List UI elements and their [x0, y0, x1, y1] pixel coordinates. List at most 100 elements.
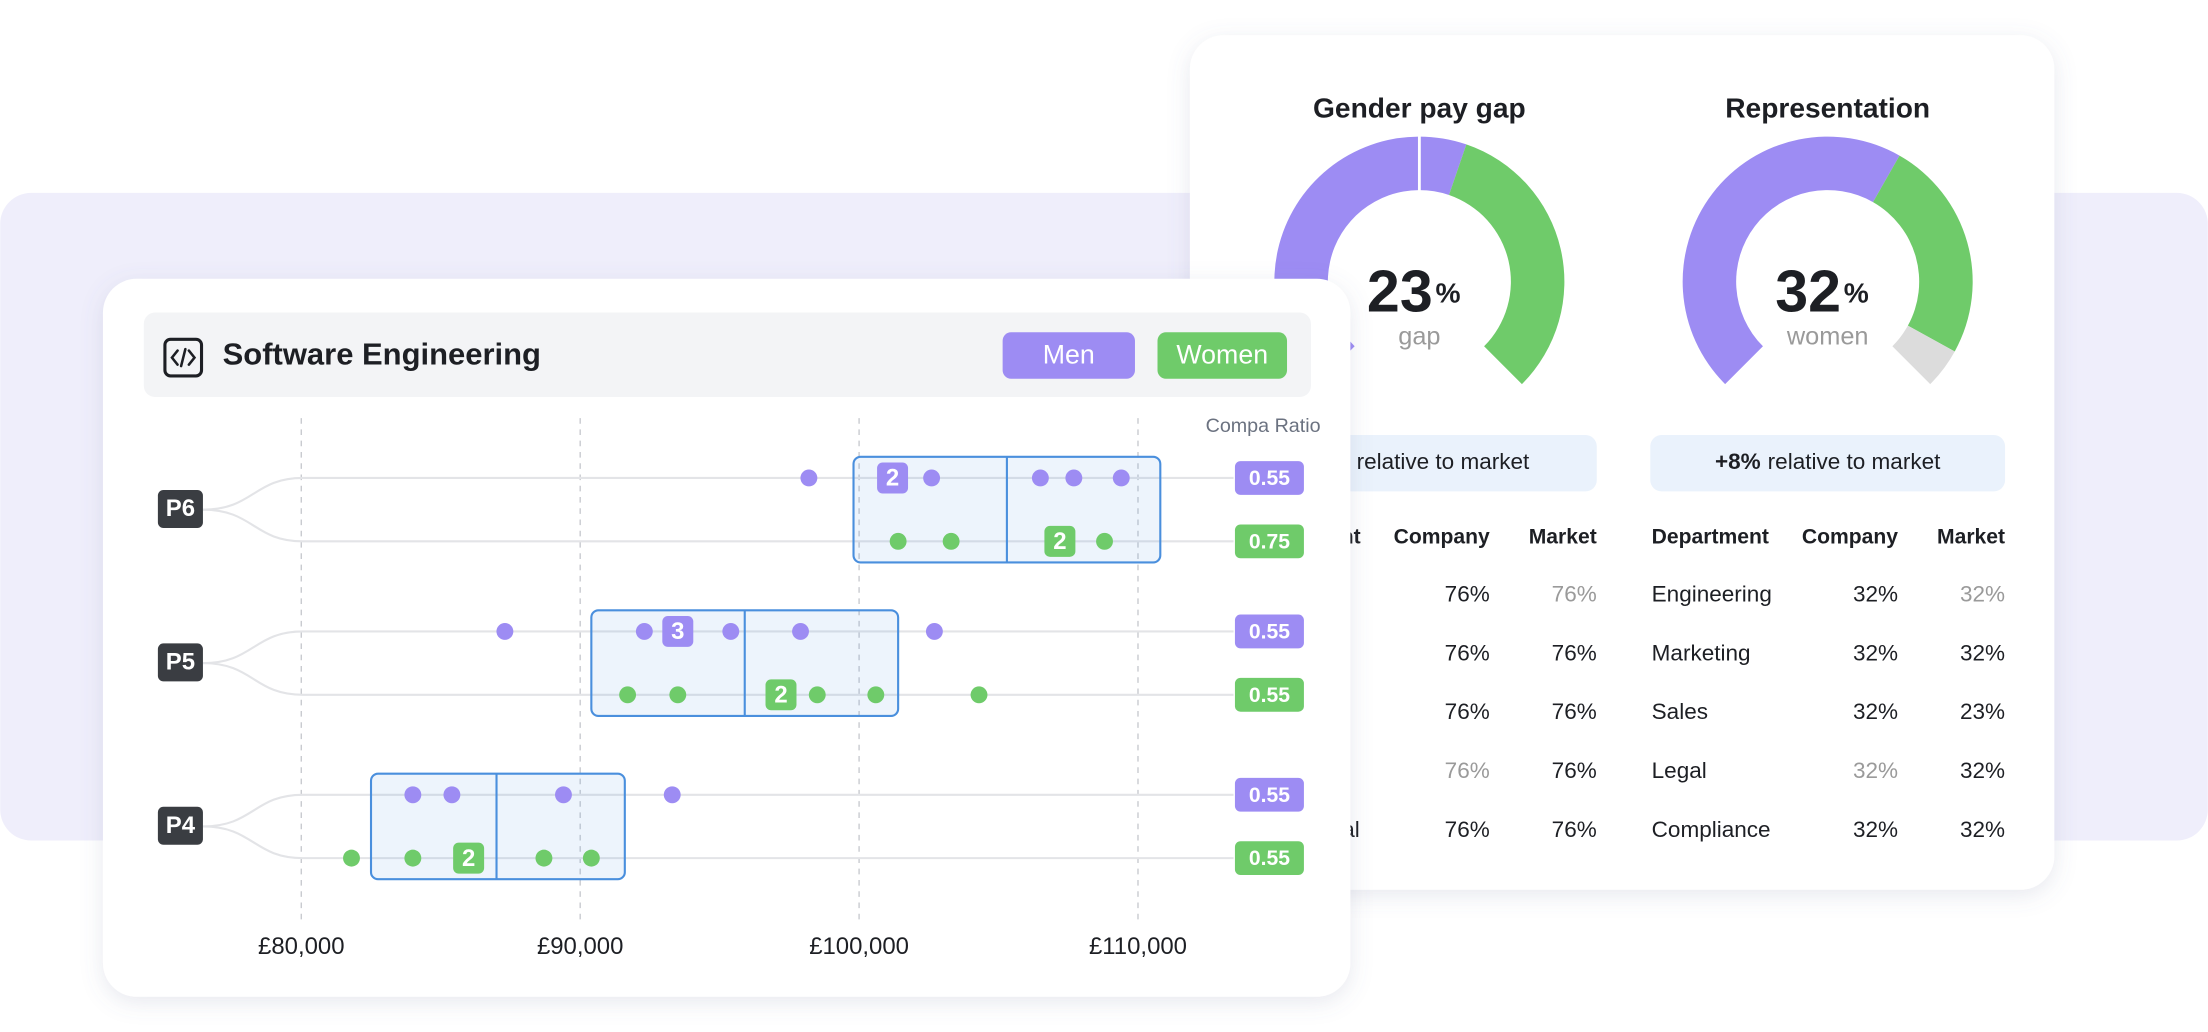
compa-ratio: 0.55 [1249, 684, 1290, 707]
note-pill [1650, 435, 2006, 492]
table-cell: 76% [1552, 817, 1597, 842]
table-cell: Compliance [1652, 817, 1771, 842]
compa-ratio-title: Compa Ratio [1206, 415, 1321, 437]
bracket [202, 793, 1234, 828]
women-cluster [765, 679, 797, 711]
table-cell: 76% [1445, 699, 1490, 724]
pay-chart-card: Software Engineering Men Women Compa Ratio… [102, 278, 1351, 997]
level-badge [157, 489, 203, 528]
gauge-number: 32 [1775, 257, 1841, 324]
men-point [404, 786, 422, 804]
men-point [925, 623, 943, 640]
cluster-count: 2 [886, 465, 899, 492]
legend-button[interactable]: Men [1002, 332, 1135, 379]
level-label: P6 [166, 495, 195, 522]
level-row: P5 3 0.55 2 0.55 [157, 609, 1304, 717]
men-point [923, 469, 941, 487]
table-header: Company [1802, 525, 1898, 548]
note-highlight: +8% [1715, 449, 1761, 474]
table-cell: 32% [1960, 640, 2005, 665]
table-cell: 76% [1552, 640, 1597, 665]
table-cell: 32% [1853, 582, 1898, 607]
gauge-caption: women [1786, 323, 1869, 351]
compa-ratio: 0.55 [1249, 784, 1290, 807]
x-tick-label: £100,000 [809, 933, 909, 960]
gauge-value: 32% [1775, 257, 1869, 324]
women-point [669, 686, 687, 704]
men-point [555, 786, 572, 804]
table-cell: Engineering [1652, 582, 1772, 607]
level-label: P5 [166, 648, 195, 675]
women-point [942, 532, 960, 550]
cluster-count: 2 [1053, 528, 1066, 555]
men-point [496, 623, 514, 640]
cluster-count: 3 [671, 618, 684, 645]
gauge-caption: gap [1398, 323, 1440, 351]
women-point [970, 686, 988, 704]
table-cell: Legal [1652, 758, 1707, 783]
table-cell: 32% [1853, 699, 1898, 724]
bracket [202, 508, 1234, 543]
level-badge [157, 806, 203, 845]
ratio-pill [1234, 461, 1304, 495]
compa-ratio: 0.75 [1249, 530, 1290, 553]
gauge-title: Gender pay gap [1313, 92, 1526, 123]
women-point [535, 849, 553, 867]
table-cell: 76% [1552, 758, 1597, 783]
gauge-segment [1892, 325, 1955, 385]
women-cluster [1044, 525, 1076, 557]
legend-label[interactable]: Women [1176, 339, 1268, 369]
bracket [202, 825, 1234, 860]
men-cluster [662, 615, 694, 647]
table-cell: Marketing [1652, 640, 1751, 665]
ratio-pill [1234, 841, 1304, 876]
compa-ratio: 0.55 [1249, 620, 1290, 643]
women-point [867, 686, 885, 704]
table-cell: 76% [1445, 640, 1490, 665]
women-point [582, 849, 600, 867]
table-cell: Sales [1652, 699, 1708, 724]
bracket [202, 630, 1234, 665]
gauge-segment [1449, 144, 1565, 385]
ratio-pill [1234, 777, 1304, 812]
legend-swatch[interactable] [1157, 332, 1288, 379]
table-cell: 32% [1960, 817, 2005, 842]
table-cell: 23% [1960, 699, 2005, 724]
gauge-value: 23% [1367, 257, 1461, 324]
table-cell: 76% [1445, 817, 1490, 842]
table-cell: 76% [1552, 582, 1597, 607]
table-header: Company [1394, 525, 1490, 548]
table-cell: 76% [1445, 582, 1490, 607]
men-point [800, 469, 818, 487]
women-point [889, 532, 907, 550]
gauge-unit: % [1436, 278, 1461, 309]
table-cell: 32% [1960, 582, 2005, 607]
gauge-segment [1873, 155, 1973, 352]
table-cell: 32% [1853, 640, 1898, 665]
men-point [443, 786, 461, 804]
legend-swatch[interactable] [1002, 332, 1135, 379]
table-header: Market [1529, 525, 1597, 548]
x-tick-label: £110,000 [1089, 933, 1187, 960]
ratio-pill [1234, 524, 1304, 559]
women-point [1096, 532, 1113, 550]
men-point [635, 623, 653, 640]
legend-label[interactable]: Men [1043, 339, 1095, 369]
men-point [1031, 469, 1049, 487]
women-point [404, 849, 422, 867]
legend-button[interactable]: Women [1157, 332, 1288, 379]
ratio-pill [1234, 677, 1304, 712]
cluster-count: 2 [462, 845, 475, 872]
table-cell: 32% [1853, 817, 1898, 842]
code-icon [163, 337, 204, 378]
women-cluster [453, 842, 485, 874]
men-cluster [877, 462, 909, 494]
bracket [202, 662, 1234, 696]
market-note: +8% relative to market [1715, 449, 1941, 474]
gauge-segment [1682, 136, 1900, 385]
